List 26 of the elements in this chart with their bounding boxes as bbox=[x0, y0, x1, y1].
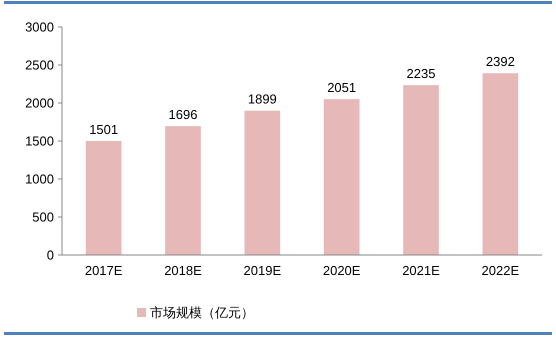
x-tick-label: 2021E bbox=[402, 263, 440, 278]
y-tick-label: 1500 bbox=[25, 134, 54, 149]
bar bbox=[403, 85, 439, 255]
data-label: 1696 bbox=[168, 107, 198, 122]
data-label: 2235 bbox=[406, 66, 436, 82]
y-tick-label: 2000 bbox=[25, 96, 54, 111]
x-tick-label: 2020E bbox=[322, 263, 361, 278]
data-label: 2051 bbox=[327, 80, 356, 96]
y-tick-label: 3000 bbox=[25, 20, 54, 35]
y-tick-label: 500 bbox=[32, 210, 54, 225]
data-label: 1501 bbox=[89, 122, 118, 137]
bar bbox=[165, 126, 201, 255]
y-tick-label: 0 bbox=[46, 248, 54, 263]
bar bbox=[86, 140, 122, 255]
x-tick-label: 2017E bbox=[84, 263, 123, 278]
data-label: 1899 bbox=[248, 92, 277, 107]
bar bbox=[324, 99, 360, 255]
x-tick-label: 2018E bbox=[164, 263, 202, 278]
data-label: 2392 bbox=[486, 54, 515, 70]
y-tick-label: 1000 bbox=[25, 172, 54, 187]
bar bbox=[244, 110, 280, 255]
x-tick-label: 2019E bbox=[244, 263, 282, 278]
bar bbox=[482, 73, 518, 255]
x-tick-label: 2022E bbox=[482, 263, 520, 278]
y-tick-label: 2500 bbox=[25, 58, 54, 73]
legend-label: 市场规模（亿元） bbox=[150, 305, 254, 320]
